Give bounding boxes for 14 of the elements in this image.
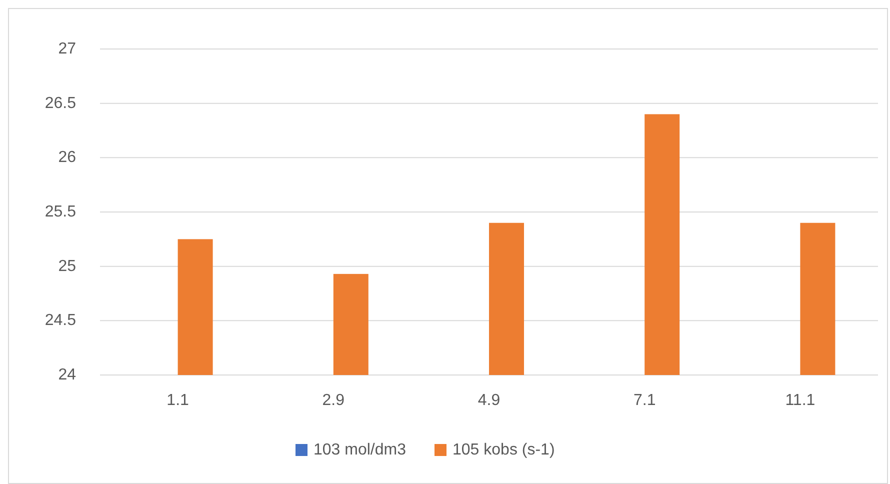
- x-tick-label: 1.1: [166, 392, 190, 409]
- y-tick-label: 27: [58, 40, 76, 58]
- legend-label: 103 mol/dm3: [314, 442, 406, 458]
- legend-label: 105 kobs (s-1): [452, 442, 555, 458]
- y-tick-label: 26.5: [44, 94, 76, 112]
- y-tick-label: 25.5: [44, 204, 76, 220]
- x-tick-label: 7.1: [633, 392, 656, 409]
- y-tick-label: 26: [58, 149, 76, 166]
- y-tick-label: 24.5: [44, 312, 76, 330]
- x-tick-label: 11.1: [785, 392, 816, 409]
- x-tick-label: 4.9: [478, 392, 500, 409]
- y-tick-label: 25: [58, 258, 76, 275]
- x-tick-label: 2.9: [322, 392, 345, 409]
- y-tick-label: 24: [58, 366, 76, 384]
